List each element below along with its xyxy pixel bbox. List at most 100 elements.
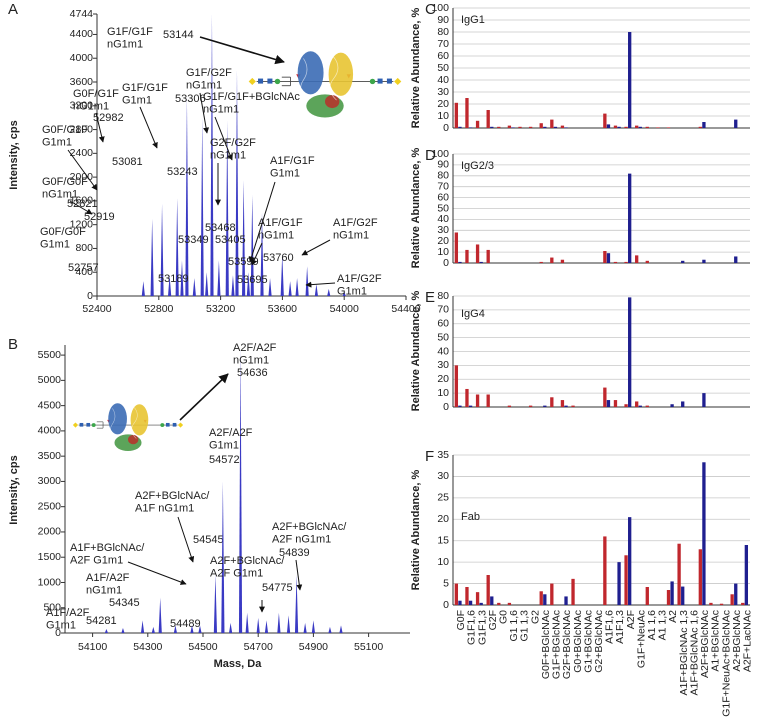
bar — [454, 365, 459, 407]
y-tick-label: 0 — [443, 257, 449, 269]
bar — [624, 555, 628, 605]
x-tick-label: A2 — [667, 610, 679, 623]
bar — [507, 405, 512, 407]
peak-label: 53468 — [205, 222, 236, 234]
y-tick-label: 500 — [43, 602, 61, 614]
y-tick-label: 40 — [437, 345, 449, 357]
bar — [560, 125, 565, 128]
bar — [518, 126, 522, 128]
peak-label: 54839 — [279, 547, 310, 559]
y-tick-label: 20 — [437, 98, 449, 110]
peak — [256, 617, 260, 633]
bar — [479, 602, 483, 605]
y-tick-label: 0 — [443, 401, 449, 413]
bar — [550, 397, 554, 407]
bar — [497, 126, 501, 128]
annotation: G2F/G2F — [210, 137, 256, 149]
x-tick-label: 54400 — [391, 303, 420, 315]
peak — [250, 194, 254, 296]
peak — [173, 625, 177, 633]
bar — [571, 405, 575, 407]
bar — [465, 587, 469, 605]
y-tick-label: 3000 — [38, 475, 62, 487]
annotation: nG1m1 — [233, 354, 269, 366]
panel-subtitle: IgG1 — [461, 14, 485, 26]
x-tick-label: 55100 — [354, 641, 383, 653]
peak — [295, 278, 299, 296]
peak — [238, 347, 243, 633]
y-tick-label: 20 — [437, 373, 449, 385]
bar — [511, 127, 515, 128]
peak-label: 52919 — [84, 211, 115, 223]
bar — [539, 591, 543, 605]
y-tick-label: 60 — [437, 50, 449, 62]
y-tick-label: 100 — [431, 148, 449, 160]
bar — [458, 405, 462, 407]
x-tick-label: G1F+NeuAc+BGlcNAc — [720, 610, 732, 717]
annotation: G1F/G1F — [122, 82, 168, 94]
y-tick-label: 0 — [443, 599, 449, 611]
bar — [734, 583, 738, 605]
peak — [151, 626, 155, 633]
y-tick-label: 4500 — [38, 399, 62, 411]
peak — [190, 625, 194, 633]
bar — [670, 404, 674, 407]
peak-label: 52757 — [68, 262, 99, 274]
bar — [553, 126, 558, 128]
x-tick-label: G2F+BGlcNAc — [561, 610, 573, 679]
y-tick-label: 800 — [75, 242, 93, 254]
bar — [617, 126, 621, 128]
bar — [486, 575, 490, 605]
protein-structure — [248, 50, 402, 118]
bar — [734, 119, 738, 128]
bar — [571, 578, 575, 605]
protein-structure — [72, 402, 184, 452]
annotation: nG1m1 — [258, 229, 294, 241]
peak-label: 54345 — [109, 597, 140, 609]
y-tick-label: 3200 — [70, 100, 94, 112]
bar — [543, 594, 547, 605]
x-tick-label: A1 1,3 — [657, 610, 669, 641]
bar — [458, 600, 462, 605]
peak-label: 52821 — [67, 198, 98, 210]
annotation: A1F/G2F — [333, 217, 378, 229]
bar — [645, 405, 649, 407]
annotation: A1F/A2F — [46, 607, 90, 619]
bar — [628, 297, 632, 407]
x-tick-label: 54500 — [188, 641, 217, 653]
bar — [709, 602, 713, 605]
y-tick-label: 30 — [437, 470, 449, 482]
bar — [486, 249, 490, 263]
bar — [564, 596, 568, 605]
annotation: G1F/G1F+BGlcNAc — [203, 91, 300, 103]
peak — [168, 275, 172, 296]
bar — [741, 602, 745, 605]
x-tick-label: G0F+BGlcNAc — [540, 610, 552, 679]
bar — [628, 32, 632, 128]
bar — [486, 394, 490, 407]
panel-subtitle: Fab — [461, 511, 480, 523]
x-tick-label: 54900 — [299, 641, 328, 653]
y-tick-label: 50 — [437, 202, 449, 214]
bar — [635, 125, 639, 128]
bar — [468, 405, 473, 407]
panel-label: C — [425, 1, 436, 18]
peak-label: 53599 — [228, 256, 259, 268]
y-tick-label: 10 — [437, 110, 449, 122]
annotation: A1F/A2F — [86, 572, 130, 584]
arrow — [179, 373, 229, 421]
peak-label: 53760 — [263, 252, 294, 264]
bar — [564, 405, 568, 407]
peak — [225, 120, 229, 296]
annotation: A2F G1m1 — [70, 554, 123, 566]
annotation: A2F/A2F — [233, 342, 277, 354]
bar — [613, 261, 618, 263]
bar — [465, 249, 469, 263]
arrow — [301, 239, 331, 256]
bar — [698, 549, 702, 605]
x-tick-label: A1F+BGlcNAc 1,6 — [688, 610, 700, 696]
bar — [490, 126, 494, 128]
y-tick-label: 25 — [437, 492, 449, 504]
y-tick-label: 1200 — [70, 218, 94, 230]
